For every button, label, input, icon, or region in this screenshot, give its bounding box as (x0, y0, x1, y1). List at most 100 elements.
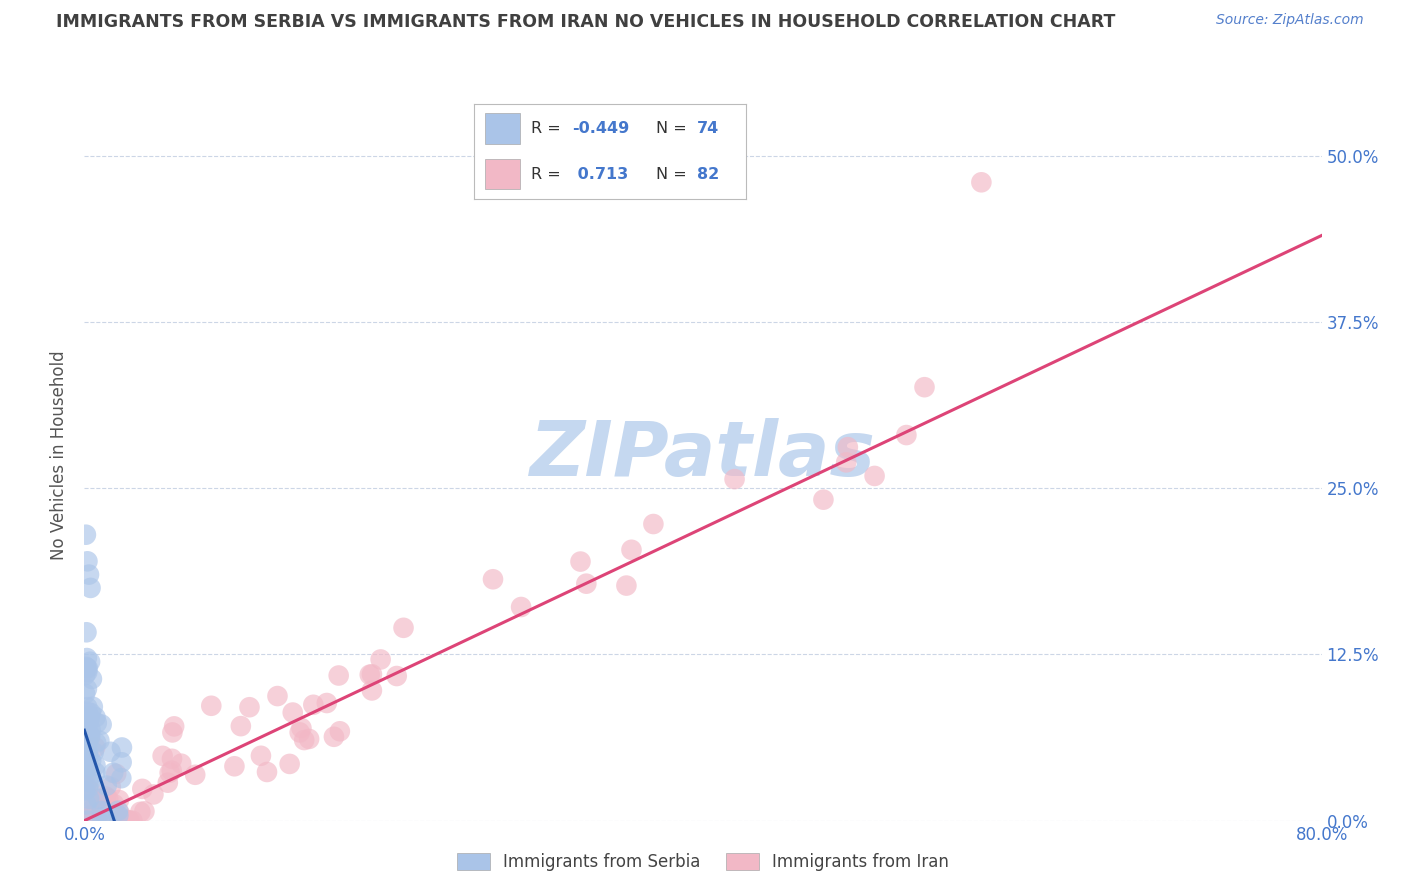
Point (79, 581, 101, 595)
Point (224, 759, 246, 773)
Point (118, 814, 141, 828)
Point (77, 567, 100, 582)
Point (87, 791, 110, 805)
Point (361, 667, 384, 681)
Text: -0.449: -0.449 (572, 121, 630, 136)
Point (76, 661, 98, 675)
Point (159, 765, 181, 780)
Point (79, 712, 101, 726)
Point (79, 814, 101, 828)
Point (75, 668, 97, 682)
Point (105, 767, 128, 781)
Point (229, 719, 252, 733)
Point (76, 762, 98, 776)
Point (89, 792, 111, 806)
Point (288, 725, 311, 739)
Point (156, 775, 179, 789)
Point (76, 705, 98, 719)
Point (75, 783, 97, 797)
Point (75, 687, 97, 701)
Point (75, 714, 97, 729)
Point (510, 600, 533, 615)
Point (79, 731, 101, 745)
Text: N =: N = (657, 167, 692, 182)
Point (75, 742, 97, 756)
Point (970, 175, 993, 189)
Point (82, 801, 104, 815)
Point (75, 797, 97, 812)
Text: 0.713: 0.713 (572, 167, 628, 182)
Point (170, 756, 193, 771)
Point (835, 455, 858, 469)
Point (76, 814, 98, 828)
Point (322, 730, 344, 744)
Point (290, 721, 312, 735)
Point (90, 717, 112, 731)
Point (76, 757, 98, 772)
Point (79, 775, 101, 789)
Point (359, 667, 381, 681)
Point (266, 689, 288, 703)
Point (76, 625, 98, 640)
Point (281, 706, 304, 720)
Point (76, 681, 98, 696)
Point (385, 669, 408, 683)
Text: Source: ZipAtlas.com: Source: ZipAtlas.com (1216, 13, 1364, 28)
Point (75, 712, 97, 726)
Text: ZIPatlas: ZIPatlas (530, 418, 876, 491)
Point (76, 745, 98, 759)
Point (108, 793, 131, 807)
Point (103, 797, 125, 812)
Point (108, 814, 131, 828)
Point (75, 782, 97, 797)
FancyBboxPatch shape (485, 159, 520, 189)
Point (620, 542, 643, 557)
Point (84, 710, 107, 724)
Point (723, 472, 745, 486)
Point (77, 781, 100, 796)
Point (76, 651, 98, 665)
Point (134, 805, 156, 819)
Point (96, 814, 118, 828)
Text: N =: N = (657, 121, 692, 136)
Point (482, 572, 505, 586)
Point (315, 696, 337, 710)
Point (75, 811, 97, 825)
Point (575, 576, 598, 591)
Point (278, 756, 301, 771)
Point (84, 736, 107, 750)
Point (90, 804, 112, 818)
Point (80, 706, 103, 720)
Point (76, 735, 98, 749)
Point (75, 738, 97, 752)
Point (76, 700, 98, 714)
Point (302, 698, 325, 712)
Point (82, 792, 104, 806)
Point (83, 814, 105, 828)
Point (76, 661, 98, 675)
Point (75, 730, 97, 744)
Point (160, 752, 183, 766)
Point (76, 730, 98, 744)
Point (162, 725, 184, 739)
Point (114, 812, 136, 826)
Point (200, 698, 222, 713)
Point (76, 554, 98, 568)
Point (103, 765, 125, 780)
Point (75, 659, 97, 673)
Point (79, 723, 101, 737)
Point (79, 655, 101, 669)
Point (75, 812, 97, 826)
Point (76, 746, 98, 760)
Point (75, 767, 97, 781)
Text: 82: 82 (697, 167, 720, 182)
Point (75, 748, 97, 763)
Point (75, 778, 97, 792)
Point (863, 469, 886, 483)
Point (160, 764, 183, 778)
Point (392, 621, 415, 635)
Point (292, 733, 315, 747)
Point (77, 760, 100, 774)
Point (643, 516, 665, 531)
Point (813, 492, 835, 507)
